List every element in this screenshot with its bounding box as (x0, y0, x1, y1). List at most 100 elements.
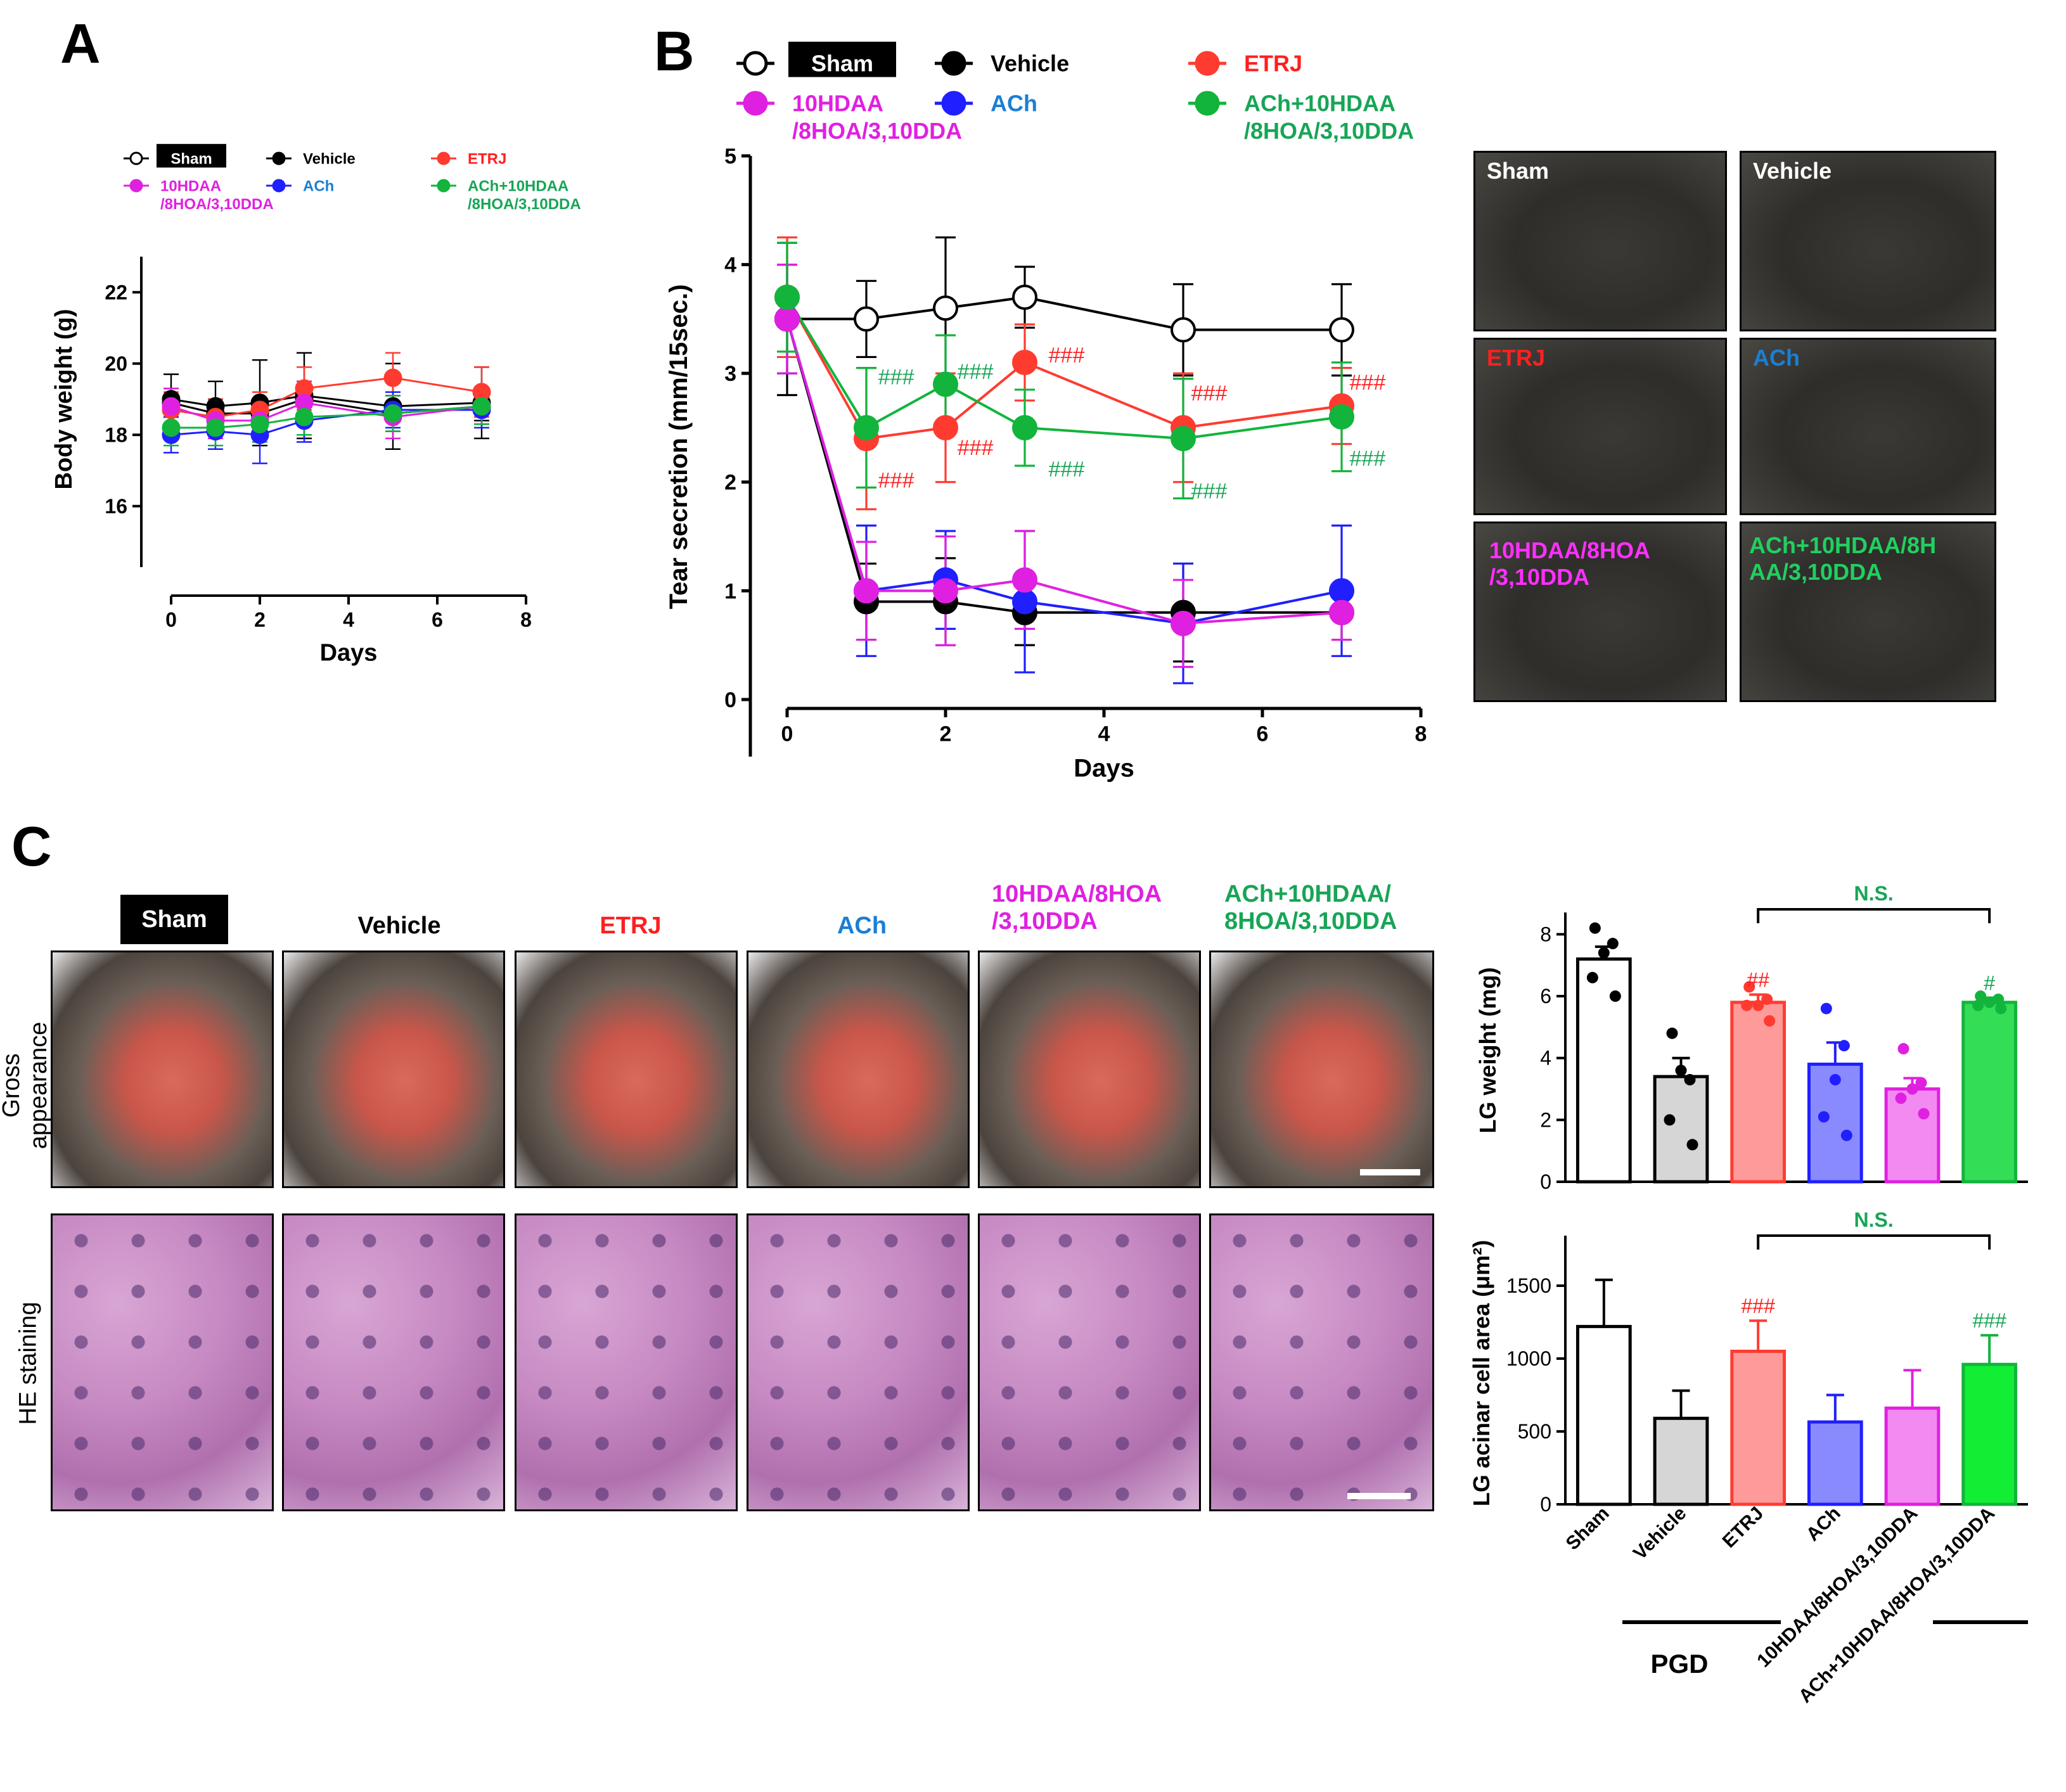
bar (1730, 1350, 1787, 1506)
data-point (1666, 1027, 1678, 1039)
data-point (1329, 404, 1354, 430)
series-line (786, 318, 1342, 614)
data-point (933, 414, 958, 440)
series-line (786, 297, 1342, 440)
eye-photo-vehicle: Vehicle (1740, 151, 1996, 331)
he-photo-etrj (515, 1213, 738, 1511)
bar (1575, 957, 1632, 1184)
y-tick-label: 4 (724, 253, 736, 277)
data-point (1895, 1092, 1907, 1104)
y-tick-label: 1500 (1506, 1274, 1551, 1297)
gross-photo-vehicle (282, 950, 505, 1188)
legend-marker (129, 151, 143, 165)
bar (1961, 1001, 2018, 1184)
data-point (1012, 350, 1037, 376)
legend-marker (743, 91, 768, 116)
x-tick-label: 8 (520, 608, 532, 631)
data-point (1586, 971, 1598, 983)
legend-label: ETRJ (468, 150, 506, 167)
x-category-label: 10HDAA/8HOA/3,10DDA (1753, 1503, 1922, 1672)
data-point (250, 414, 269, 433)
row-label-gross: Gross appearance (0, 1021, 52, 1149)
x-axis-label: Days (320, 639, 378, 666)
data-point (933, 578, 958, 604)
gross-photo-combo (1209, 950, 1434, 1188)
y-tick-label: 1000 (1506, 1347, 1551, 1370)
legend-label: /8HOA/3,10DDA (1244, 118, 1414, 144)
he-photo-combo (1209, 1213, 1434, 1511)
data-point (1598, 947, 1610, 959)
y-axis-label: LG acinar cell area (μm²) (1468, 1240, 1494, 1506)
y-tick-label: 5 (724, 144, 736, 169)
significance-mark: ## (1747, 969, 1769, 992)
data-point (1975, 990, 1987, 1002)
legend-label: ACh (303, 177, 334, 195)
x-tick-label: 2 (940, 722, 952, 746)
legend-label-box (157, 144, 226, 168)
data-point (1995, 1002, 2007, 1014)
row-label-he: HE staining (15, 1302, 42, 1425)
data-point (1918, 1108, 1930, 1120)
bar (1884, 1406, 1941, 1506)
legend-marker (272, 151, 286, 165)
legend-marker (941, 91, 966, 116)
series-line (787, 296, 1342, 331)
legend-label: ACh (991, 91, 1037, 117)
legend-label: Sham (811, 51, 873, 77)
significance-mark: ### (1350, 371, 1386, 395)
significance-mark: ### (1049, 343, 1085, 368)
chart-a: Sham Vehicle ETRJ 10HDAA/8HOA/3,10DDA ACh ACh… (51, 144, 581, 666)
x-category-label: Vehicle (1629, 1503, 1690, 1564)
ns-bracket (1757, 908, 1991, 923)
data-point (1818, 1111, 1830, 1123)
significance-mark: ### (878, 468, 914, 492)
legend-label: Vehicle (303, 150, 356, 167)
x-tick-label: 0 (781, 722, 793, 746)
x-tick-label: 4 (1098, 722, 1110, 746)
data-point (1741, 999, 1753, 1011)
data-point (1589, 922, 1601, 934)
x-tick-label: 6 (1257, 722, 1269, 746)
x-tick-label: 4 (343, 608, 354, 631)
panel-label-a: A (60, 12, 101, 75)
data-point (1915, 1077, 1927, 1089)
gross-photo-etrj (515, 950, 738, 1188)
data-point (1752, 999, 1764, 1011)
data-point (854, 414, 879, 440)
significance-mark: ### (1741, 1295, 1775, 1317)
data-point (1906, 1083, 1918, 1095)
eye-photo-label-line2: /3,10DDA (1489, 564, 1590, 590)
y-tick-label: 0 (1540, 1170, 1551, 1193)
data-point (1329, 599, 1354, 625)
data-point (1972, 999, 1984, 1011)
data-point (933, 295, 958, 321)
data-point (1684, 1073, 1696, 1085)
he-photo-ach (747, 1213, 970, 1511)
legend-label: ETRJ (1244, 51, 1302, 77)
legend-label: Sham (170, 150, 212, 167)
significance-mark: ### (1972, 1309, 2006, 1332)
significance-mark: ### (1191, 381, 1228, 406)
x-tick-label: 8 (1415, 722, 1427, 746)
gross-photo-ach (747, 950, 970, 1188)
data-point (162, 418, 181, 437)
legend-label: /8HOA/3,10DDA (792, 118, 962, 144)
y-tick-label: 2 (724, 471, 736, 495)
panel-label-c: C (11, 815, 52, 878)
data-point (1171, 610, 1196, 636)
y-tick-label: 0 (1540, 1493, 1551, 1516)
significance-mark: ### (1350, 447, 1386, 471)
data-point (1764, 1015, 1776, 1027)
data-point (1664, 1114, 1676, 1126)
y-tick-label: 8 (1540, 923, 1551, 945)
eye-photo-label: ACh+10HDAA/8H AA/3,10DDA (1749, 532, 1936, 586)
data-point (1761, 993, 1773, 1005)
panel-label-b: B (654, 20, 695, 82)
bar (1730, 1001, 1787, 1184)
data-point (1012, 589, 1037, 615)
he-photo-10hdaa (978, 1213, 1201, 1511)
series-line (786, 297, 1342, 440)
y-axis-label: LG weight (mg) (1475, 968, 1501, 1134)
bar (1653, 1075, 1709, 1184)
